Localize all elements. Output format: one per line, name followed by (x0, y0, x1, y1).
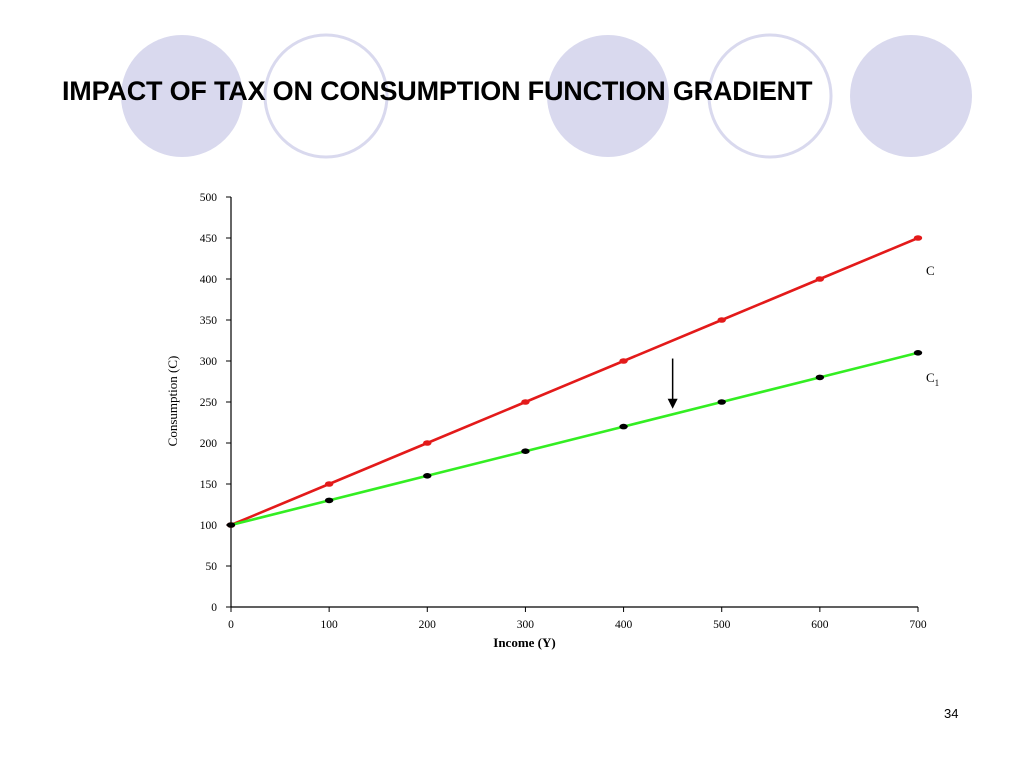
x-tick-label: 500 (713, 619, 731, 631)
data-point-0 (619, 358, 628, 364)
data-point-0 (717, 317, 726, 323)
series-label-c1: C1 (926, 370, 939, 388)
data-point-0 (815, 276, 825, 282)
x-tick-label: 700 (909, 619, 927, 631)
data-point-0 (324, 481, 334, 487)
series-label-c: C (926, 263, 935, 278)
y-tick-label: 0 (211, 602, 217, 614)
data-point-1 (521, 448, 530, 455)
page-number: 34 (944, 706, 959, 721)
series-line-1 (230, 351, 919, 527)
y-tick-label: 250 (200, 397, 218, 409)
data-point-0 (423, 440, 432, 446)
slide-title: IMPACT OF TAX ON CONSUMPTION FUNCTION GR… (62, 76, 813, 106)
y-tick-label: 400 (200, 274, 218, 286)
data-point-1 (226, 522, 236, 528)
data-point-1 (717, 399, 726, 405)
x-tick-label: 200 (419, 619, 437, 631)
y-tick-label: 500 (200, 192, 218, 204)
x-tick-label: 100 (321, 619, 339, 631)
decor-circle-filled (121, 35, 243, 157)
x-tick-label: 400 (615, 619, 633, 631)
series-label-subscript: 1 (935, 378, 940, 388)
decor-circle-filled (547, 35, 669, 157)
y-tick-label: 200 (200, 438, 218, 450)
data-point-0 (913, 235, 923, 241)
data-point-1 (423, 473, 432, 479)
x-tick-label: 0 (228, 619, 234, 631)
y-tick-label: 100 (200, 520, 218, 532)
data-point-1 (913, 350, 923, 356)
y-tick-label: 350 (200, 315, 218, 327)
decor-circle-filled (850, 35, 972, 157)
x-axis-title: Income (Y) (493, 635, 555, 650)
x-tick-label: 600 (811, 619, 829, 631)
data-point-1 (815, 374, 825, 381)
y-tick-label: 50 (206, 561, 218, 573)
y-tick-label: 150 (200, 479, 218, 491)
y-tick-label: 450 (200, 233, 218, 245)
decor-circle-outline (263, 33, 389, 159)
series-line-0 (230, 236, 919, 527)
arrow-head (667, 398, 678, 409)
y-axis-title: Consumption (C) (165, 356, 180, 447)
decor-circle-outline (707, 33, 833, 159)
data-point-1 (324, 497, 334, 504)
data-point-0 (521, 399, 530, 405)
data-point-1 (619, 423, 628, 430)
x-tick-label: 300 (517, 619, 535, 631)
y-tick-label: 300 (200, 356, 218, 368)
